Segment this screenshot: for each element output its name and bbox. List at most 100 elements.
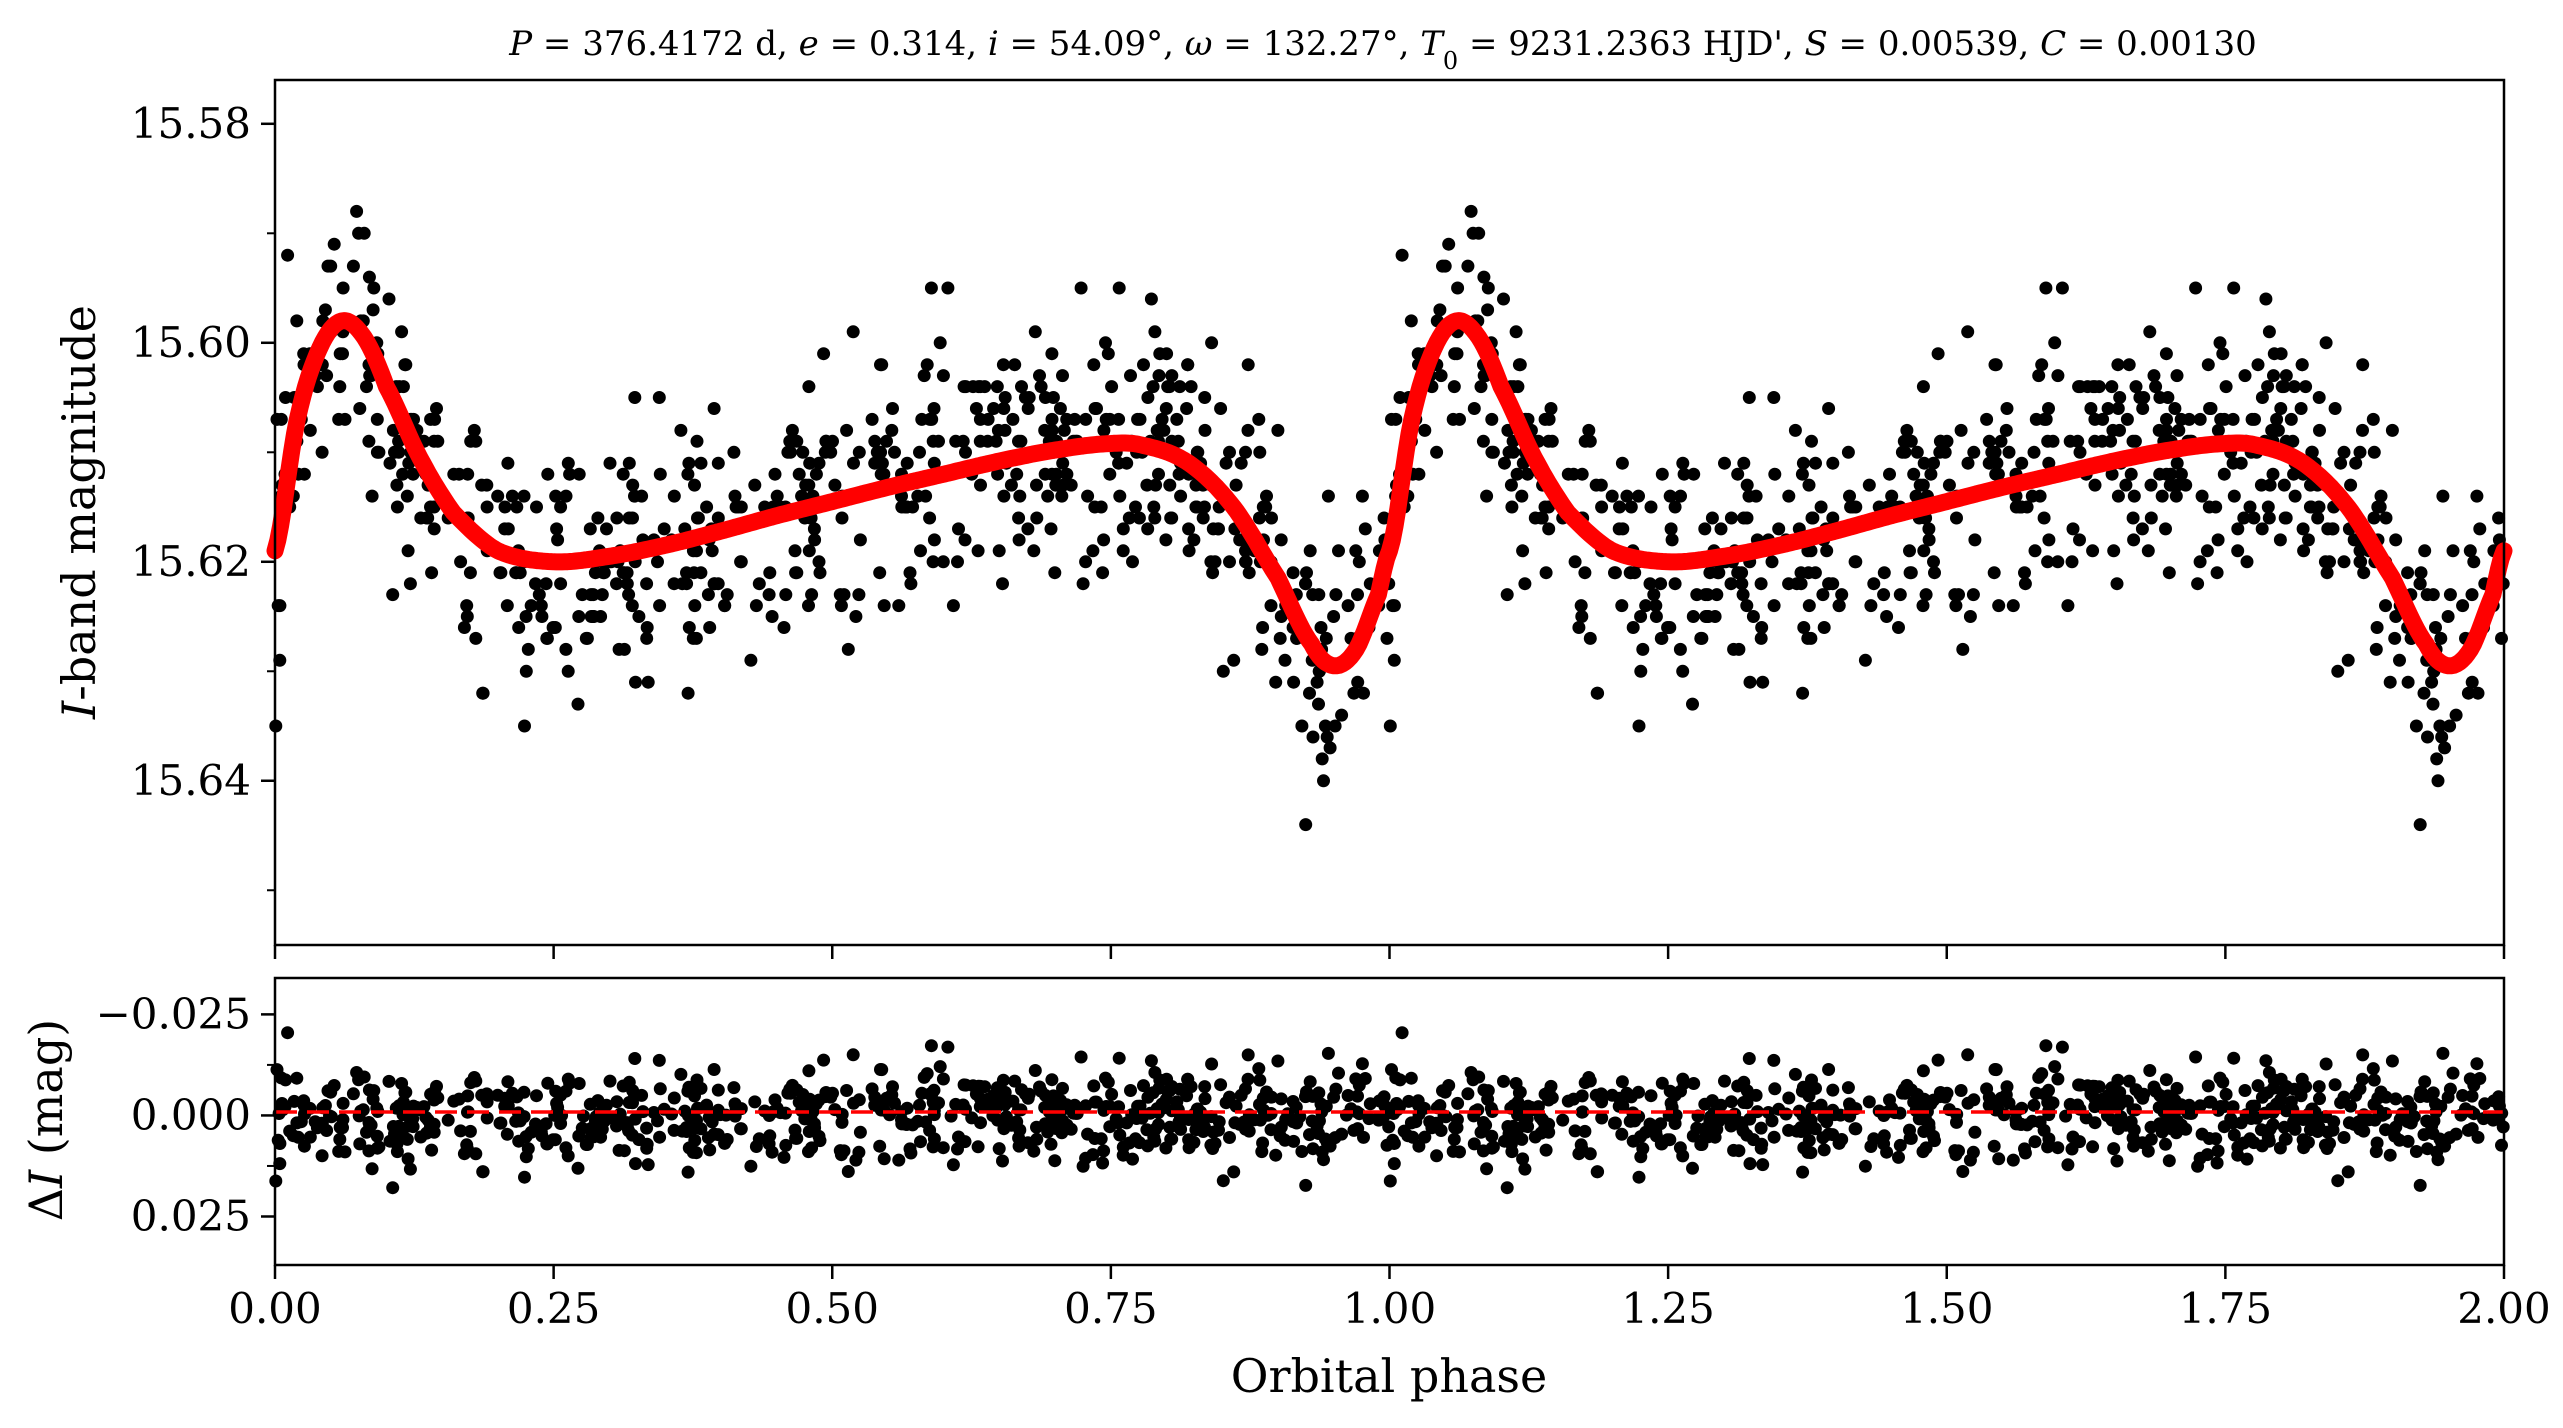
observation-point	[1909, 489, 1923, 503]
observation-point	[1674, 489, 1687, 503]
observation-point	[2271, 423, 2285, 437]
observation-point	[2217, 467, 2231, 481]
observation-point	[1287, 675, 1301, 689]
residual-point	[401, 1152, 415, 1166]
observation-point	[805, 588, 819, 602]
observation-point	[297, 467, 311, 481]
residual-point	[530, 1089, 543, 1103]
residual-point	[1862, 1095, 1876, 1109]
residual-point	[469, 1147, 483, 1161]
residual-point	[1133, 1099, 1147, 1113]
observation-point	[2101, 402, 2115, 415]
observation-point	[2042, 533, 2056, 547]
observation-point	[2136, 402, 2150, 415]
observation-point	[1259, 500, 1273, 514]
residual-point	[2203, 1095, 2217, 1109]
observation-point	[2231, 544, 2245, 558]
observation-point	[2105, 467, 2119, 481]
residual-point	[350, 1066, 364, 1079]
residual-point	[1387, 1137, 1401, 1150]
observation-point	[2313, 423, 2326, 437]
observation-point	[1590, 686, 1604, 700]
residual-point	[2133, 1087, 2147, 1101]
residual-point	[1883, 1093, 1896, 1107]
observation-point	[2366, 412, 2380, 426]
residual-point	[765, 1145, 779, 1159]
observation-point	[1917, 544, 1931, 558]
observation-point	[1198, 391, 1212, 404]
observation-point	[1919, 588, 1933, 602]
residual-point	[1351, 1089, 1364, 1103]
residual-point	[653, 1082, 667, 1096]
observation-point	[784, 445, 797, 459]
residual-point	[927, 1108, 941, 1122]
observation-point	[2193, 555, 2207, 569]
observation-point	[2337, 445, 2351, 459]
observation-point	[290, 314, 304, 328]
observation-point	[2028, 544, 2042, 558]
observation-point	[690, 434, 704, 448]
residual-point	[2341, 1165, 2355, 1179]
residual-point	[1112, 1051, 1126, 1065]
observation-point	[1504, 478, 1518, 492]
observation-point	[2037, 511, 2051, 525]
residual-point	[2073, 1078, 2087, 1092]
observation-point	[2431, 774, 2445, 788]
observation-point	[517, 489, 531, 503]
residual-point	[2409, 1145, 2423, 1158]
observation-point	[383, 456, 397, 470]
residual-point	[1583, 1147, 1597, 1161]
observation-point	[926, 555, 940, 569]
residual-point	[1518, 1162, 1532, 1176]
observation-point	[792, 467, 806, 481]
observation-point	[1832, 599, 1846, 613]
observation-point	[2418, 544, 2432, 558]
residual-point	[1252, 1062, 1266, 1076]
residual-point	[1076, 1159, 1090, 1173]
observation-point	[1187, 533, 1201, 547]
x-tick-label: 0.00	[228, 1284, 322, 1333]
observation-point	[992, 544, 1006, 558]
residual-point	[1124, 1084, 1137, 1097]
observation-point	[424, 500, 437, 514]
x-tick-label: 0.25	[507, 1284, 601, 1333]
residual-point	[1952, 1144, 1965, 1158]
residual-point	[2061, 1158, 2075, 1172]
residual-point	[999, 1110, 1013, 1124]
y-tick-label: 15.64	[131, 756, 251, 805]
observation-point	[2172, 423, 2186, 437]
residual-point	[2463, 1072, 2477, 1086]
observation-point	[796, 445, 810, 459]
observation-point	[1595, 500, 1609, 514]
observation-point	[1877, 588, 1891, 602]
observation-point	[2200, 544, 2214, 558]
residual-point	[1087, 1079, 1101, 1093]
residual-point	[1021, 1136, 1035, 1150]
observation-point	[1241, 423, 1255, 437]
residual-point	[1968, 1125, 1982, 1139]
observation-point	[1148, 325, 1162, 339]
observation-point	[2170, 369, 2184, 383]
observation-point	[1841, 445, 1855, 459]
residual-point	[572, 1077, 586, 1090]
observation-point	[1312, 697, 1325, 711]
observation-point	[705, 544, 719, 558]
observation-point	[2334, 456, 2348, 470]
observation-point	[2353, 555, 2367, 569]
observation-point	[270, 412, 284, 426]
observation-point	[575, 588, 589, 602]
residual-point	[1370, 1112, 1384, 1126]
residual-point	[1892, 1150, 1905, 1164]
title-segment: ω	[1185, 24, 1213, 64]
observation-point	[1129, 500, 1142, 514]
observation-point	[2088, 412, 2102, 426]
title-segment: 0	[1443, 47, 1458, 75]
residual-point	[892, 1153, 906, 1167]
residual-point	[1961, 1096, 1975, 1110]
residual-point	[1991, 1103, 2005, 1117]
residual-point	[1412, 1107, 1426, 1121]
observation-point	[1510, 467, 1524, 481]
observation-point	[1668, 577, 1682, 591]
residual-point	[1189, 1111, 1203, 1125]
top-y-axis-label-italic: I	[52, 700, 106, 720]
